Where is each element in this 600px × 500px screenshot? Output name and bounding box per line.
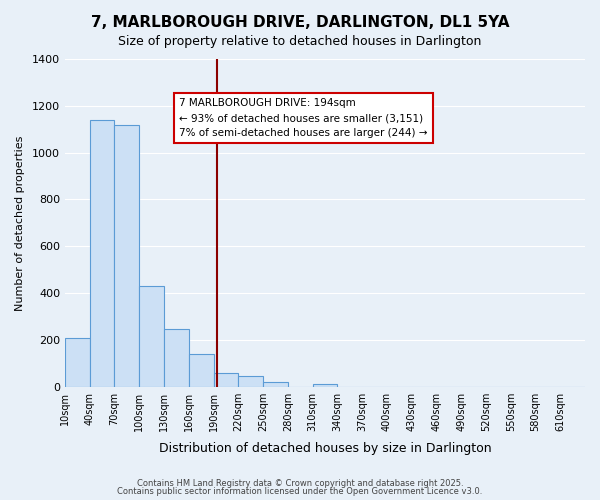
X-axis label: Distribution of detached houses by size in Darlington: Distribution of detached houses by size … <box>158 442 491 455</box>
Text: Contains public sector information licensed under the Open Government Licence v3: Contains public sector information licen… <box>118 487 482 496</box>
Bar <box>263 382 288 386</box>
Text: 7, MARLBOROUGH DRIVE, DARLINGTON, DL1 5YA: 7, MARLBOROUGH DRIVE, DARLINGTON, DL1 5Y… <box>91 15 509 30</box>
Text: Contains HM Land Registry data © Crown copyright and database right 2025.: Contains HM Land Registry data © Crown c… <box>137 478 463 488</box>
Bar <box>89 120 115 386</box>
Bar <box>164 330 189 386</box>
Text: Size of property relative to detached houses in Darlington: Size of property relative to detached ho… <box>118 35 482 48</box>
Bar <box>139 286 164 386</box>
Bar <box>189 354 214 386</box>
Text: 7 MARLBOROUGH DRIVE: 194sqm
← 93% of detached houses are smaller (3,151)
7% of s: 7 MARLBOROUGH DRIVE: 194sqm ← 93% of det… <box>179 98 428 138</box>
Bar <box>313 384 337 386</box>
Bar <box>115 124 139 386</box>
Bar <box>214 372 238 386</box>
Bar <box>65 338 89 386</box>
Y-axis label: Number of detached properties: Number of detached properties <box>15 135 25 310</box>
Bar <box>238 376 263 386</box>
